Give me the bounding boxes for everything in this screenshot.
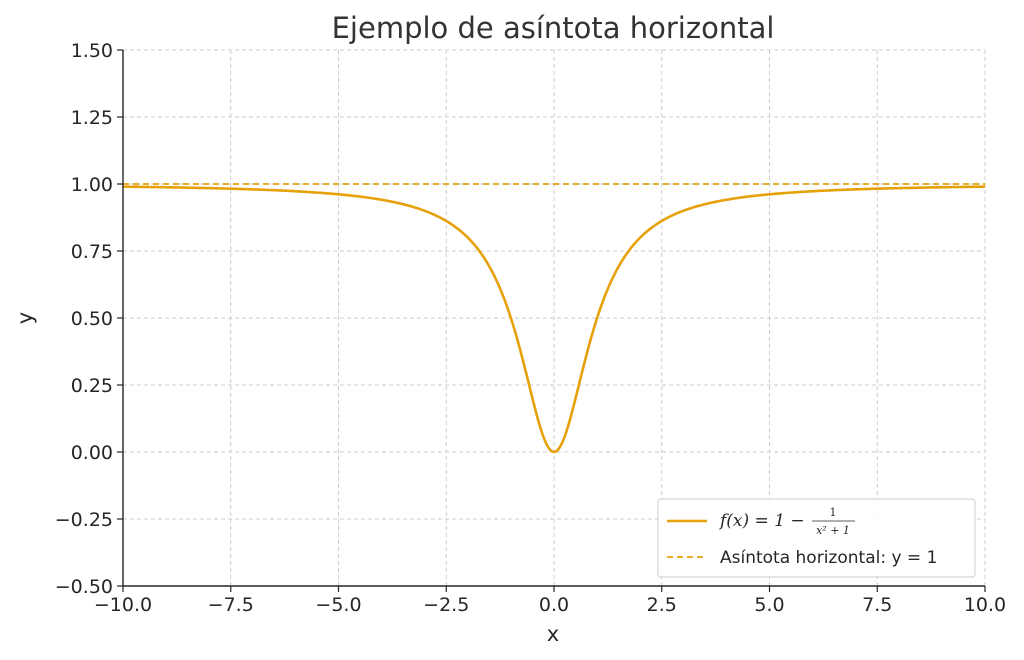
y-tick-label: 0.50 xyxy=(71,308,113,330)
y-tick-label: 1.00 xyxy=(71,174,113,196)
legend-fraction-numerator: 1 xyxy=(830,506,837,519)
legend-fraction-denominator: x² + 1 xyxy=(816,524,850,537)
x-tick-label: 10.0 xyxy=(964,594,1006,616)
x-axis-ticks: −10.0 −7.5 −5.0 −2.5 0.0 2.5 5.0 7.5 10.0 xyxy=(94,586,1006,616)
x-tick-label: −7.5 xyxy=(208,594,254,616)
x-tick-label: −10.0 xyxy=(94,594,152,616)
y-tick-label: −0.50 xyxy=(55,576,113,598)
legend-function-prefix: f(x) = 1 − xyxy=(718,511,805,531)
legend-box xyxy=(657,498,976,578)
y-tick-label: 0.75 xyxy=(71,241,113,263)
y-axis-label: y xyxy=(13,312,37,324)
series-function-line xyxy=(122,185,986,454)
x-axis-label: x xyxy=(547,622,559,646)
y-tick-label: 1.50 xyxy=(71,40,113,62)
y-axis-ticks: −0.50 −0.25 0.00 0.25 0.50 0.75 1.00 1.25 1.50 xyxy=(55,40,123,598)
series-layer xyxy=(122,183,986,454)
x-tick-label: 5.0 xyxy=(754,594,784,616)
x-tick-label: 0.0 xyxy=(539,594,569,616)
chart-title: Ejemplo de asíntota horizontal xyxy=(332,11,775,45)
x-tick-label: 2.5 xyxy=(647,594,677,616)
legend-label-asymptote: Asíntota horizontal: y = 1 xyxy=(720,548,937,568)
x-tick-label: 7.5 xyxy=(862,594,892,616)
y-tick-label: 1.25 xyxy=(71,107,113,129)
y-tick-label: 0.25 xyxy=(71,375,113,397)
y-tick-label: −0.25 xyxy=(55,509,113,531)
legend: f(x) = 1 − 1 x² + 1 Asíntota horizontal:… xyxy=(657,498,976,578)
x-tick-label: −5.0 xyxy=(315,594,361,616)
x-tick-label: −2.5 xyxy=(423,594,469,616)
y-tick-label: 0.00 xyxy=(71,442,113,464)
legend-label-function: f(x) = 1 − xyxy=(718,511,805,531)
